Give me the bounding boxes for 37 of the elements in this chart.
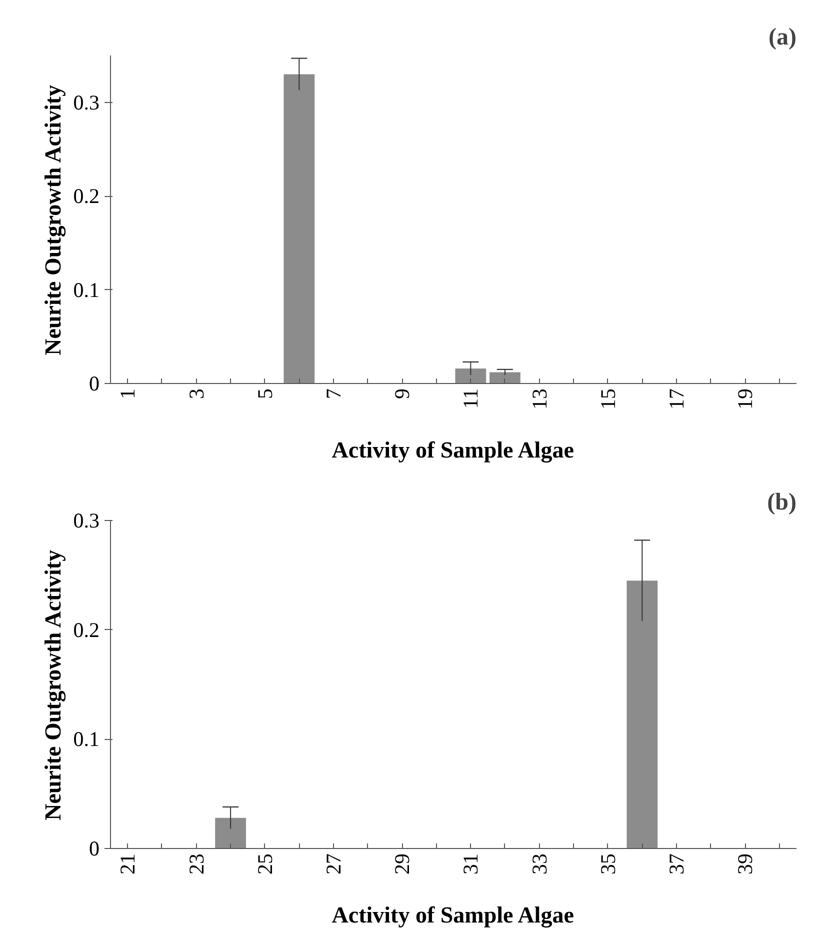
x-tick-label: 25 bbox=[252, 854, 277, 874]
x-tick-label: 21 bbox=[116, 854, 140, 874]
x-tick-label: 19 bbox=[733, 388, 758, 410]
x-tick-label: 17 bbox=[664, 388, 688, 410]
text: (b) bbox=[767, 490, 797, 516]
x-tick-label: 29 bbox=[390, 854, 414, 874]
x-tick-label: 27 bbox=[321, 854, 346, 874]
y-tick-label: 0.3 bbox=[73, 90, 100, 114]
x-tick-label: 7 bbox=[321, 388, 346, 399]
y-axis-title: Neurite Outgrowth Activity bbox=[40, 549, 66, 820]
y-tick-label: 0.1 bbox=[73, 727, 100, 752]
text: (a) bbox=[768, 24, 796, 50]
x-tick-label: 11 bbox=[458, 388, 483, 409]
x-tick-label: 5 bbox=[252, 388, 277, 399]
x-tick-label: 37 bbox=[664, 854, 688, 874]
x-tick-label: 35 bbox=[596, 854, 620, 874]
x-tick-label: 3 bbox=[184, 388, 208, 399]
x-tick-label: 31 bbox=[458, 854, 483, 874]
bar bbox=[284, 74, 315, 384]
x-tick-label: 33 bbox=[527, 854, 552, 874]
y-tick-label: 0 bbox=[89, 372, 100, 396]
y-tick-label: 0.2 bbox=[73, 618, 100, 642]
x-tick-label: 1 bbox=[116, 388, 140, 399]
x-tick-label: 39 bbox=[733, 854, 758, 874]
y-tick-label: 0.1 bbox=[73, 278, 100, 302]
x-tick-label: 23 bbox=[184, 854, 208, 874]
x-tick-label: 13 bbox=[527, 388, 552, 410]
x-tick-label: 9 bbox=[390, 388, 414, 399]
x-axis-title: Activity of Sample Algae bbox=[332, 438, 574, 464]
bar bbox=[490, 372, 520, 384]
x-axis-title: Activity of Sample Algae bbox=[332, 902, 574, 928]
y-axis-title: Neurite Outgrowth Activity bbox=[40, 84, 66, 356]
y-tick-label: 0 bbox=[89, 836, 100, 860]
bar bbox=[455, 368, 486, 384]
x-tick-label: 15 bbox=[596, 388, 620, 410]
y-tick-label: 0.3 bbox=[73, 508, 100, 532]
y-tick-label: 0.2 bbox=[73, 184, 100, 208]
